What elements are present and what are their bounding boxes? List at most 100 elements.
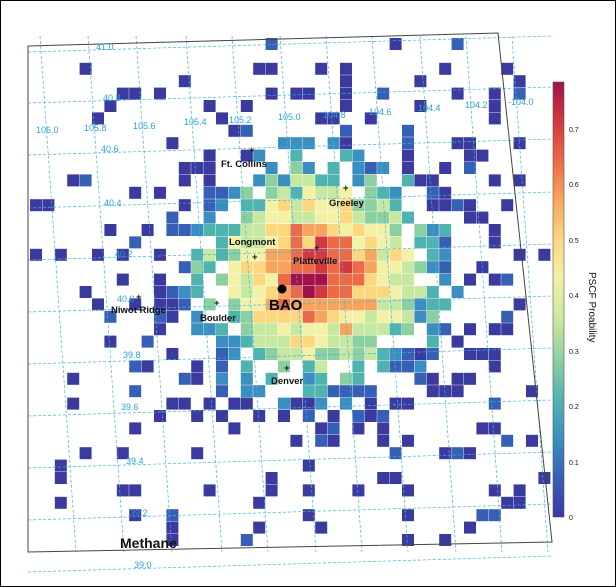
pscf-cell [327, 186, 340, 199]
colorbar [552, 81, 565, 518]
pscf-cell [166, 521, 179, 534]
pscf-cell [278, 186, 290, 199]
pscf-cell [402, 360, 414, 373]
pscf-cell [340, 124, 352, 137]
pscf-cell [364, 273, 377, 286]
pscf-cell [389, 360, 402, 373]
pscf-cell [340, 62, 352, 75]
pscf-cell [265, 62, 278, 75]
pscf-cell [426, 199, 439, 212]
pscf-cell [178, 162, 191, 174]
pscf-cell [191, 372, 204, 385]
pscf-cell [488, 484, 501, 497]
pscf-cell [327, 286, 340, 298]
pscf-cell [216, 385, 228, 398]
pscf-cell [104, 100, 117, 112]
pscf-cell [364, 310, 377, 323]
pscf-cell [30, 248, 42, 261]
pscf-cell [327, 422, 340, 435]
pscf-cell [290, 87, 303, 100]
lat-label: 39.8 [123, 350, 141, 360]
pscf-cell [327, 211, 340, 224]
pscf-cell [240, 149, 253, 162]
pscf-cell [538, 472, 551, 484]
pscf-cell [538, 248, 551, 261]
pscf-cell [402, 298, 414, 311]
pscf-cell [327, 261, 340, 274]
pscf-cell [240, 224, 253, 236]
pscf-cell [340, 310, 352, 323]
longitude-line [371, 35, 409, 553]
pscf-cell [228, 248, 241, 261]
pscf-cell [340, 323, 352, 336]
pscf-cell [327, 174, 340, 187]
pscf-cell [228, 310, 241, 323]
pscf-cell [253, 248, 266, 261]
pscf-cell [315, 397, 328, 410]
pscf-cell [228, 261, 241, 274]
pscf-cell [352, 199, 365, 212]
location-label-niwot-ridge: Niwot Ridge [111, 305, 166, 316]
pscf-cell [253, 335, 266, 348]
longitude-line [279, 35, 317, 553]
lat-label: 41.0 [96, 42, 114, 52]
pscf-cell [302, 273, 315, 286]
pscf-cell [278, 310, 290, 323]
pscf-cell [166, 137, 179, 150]
pscf-cell [228, 186, 241, 199]
pscf-cell [228, 335, 241, 348]
pscf-cell [315, 174, 328, 187]
pscf-cell [129, 509, 142, 522]
pscf-cell [104, 224, 117, 236]
pscf-cell [216, 360, 228, 373]
pscf-cell [278, 335, 290, 348]
pscf-cell [265, 224, 278, 236]
pscf-cell [278, 224, 290, 236]
pscf-cell [389, 199, 402, 212]
pscf-cell [302, 323, 315, 336]
pscf-cell [315, 348, 328, 360]
pscf-cell [265, 199, 278, 212]
pscf-cell [116, 484, 129, 497]
pscf-cell [191, 248, 204, 261]
pscf-cell [290, 397, 303, 410]
pscf-cell [290, 236, 303, 249]
pscf-cell [402, 534, 414, 546]
pscf-cell [402, 124, 414, 137]
pscf-cell [265, 174, 278, 187]
lon-label: 104.2 [465, 100, 488, 110]
pscf-cell [488, 174, 501, 187]
pscf-cell [476, 149, 489, 162]
pscf-cell [488, 112, 501, 125]
pscf-cell [315, 422, 328, 435]
lon-label: 104.6 [369, 107, 392, 117]
pscf-cell [154, 248, 166, 261]
pscf-cell [191, 447, 204, 460]
pscf-cell [315, 385, 328, 398]
pscf-cell [451, 372, 464, 385]
pscf-cell [501, 323, 514, 336]
pscf-cell [216, 410, 228, 422]
pscf-cell [364, 186, 377, 199]
pscf-cell [402, 174, 414, 187]
pscf-cell [315, 360, 328, 373]
pscf-cell [414, 360, 427, 373]
pscf-cell [203, 186, 216, 199]
location-label-boulder: Boulder [200, 313, 236, 324]
longitude-line [465, 35, 503, 553]
pscf-cell [42, 199, 55, 212]
pscf-cell [154, 286, 166, 298]
pscf-cell [203, 397, 216, 410]
lat-label: 40.8 [103, 93, 121, 103]
pscf-cell [414, 100, 427, 112]
pscf-cell [426, 372, 439, 385]
pscf-cell [240, 236, 253, 249]
pscf-cell [377, 199, 390, 212]
pscf-cell [92, 112, 104, 125]
pscf-cell [426, 298, 439, 311]
pscf-cell [402, 248, 414, 261]
lon-label: 104.8 [323, 110, 346, 120]
pscf-cell [302, 348, 315, 360]
pscf-cell [340, 186, 352, 199]
